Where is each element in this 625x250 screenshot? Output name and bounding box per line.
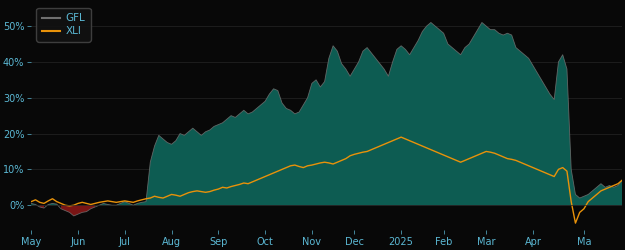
- Legend: GFL, XLI: GFL, XLI: [36, 8, 91, 42]
